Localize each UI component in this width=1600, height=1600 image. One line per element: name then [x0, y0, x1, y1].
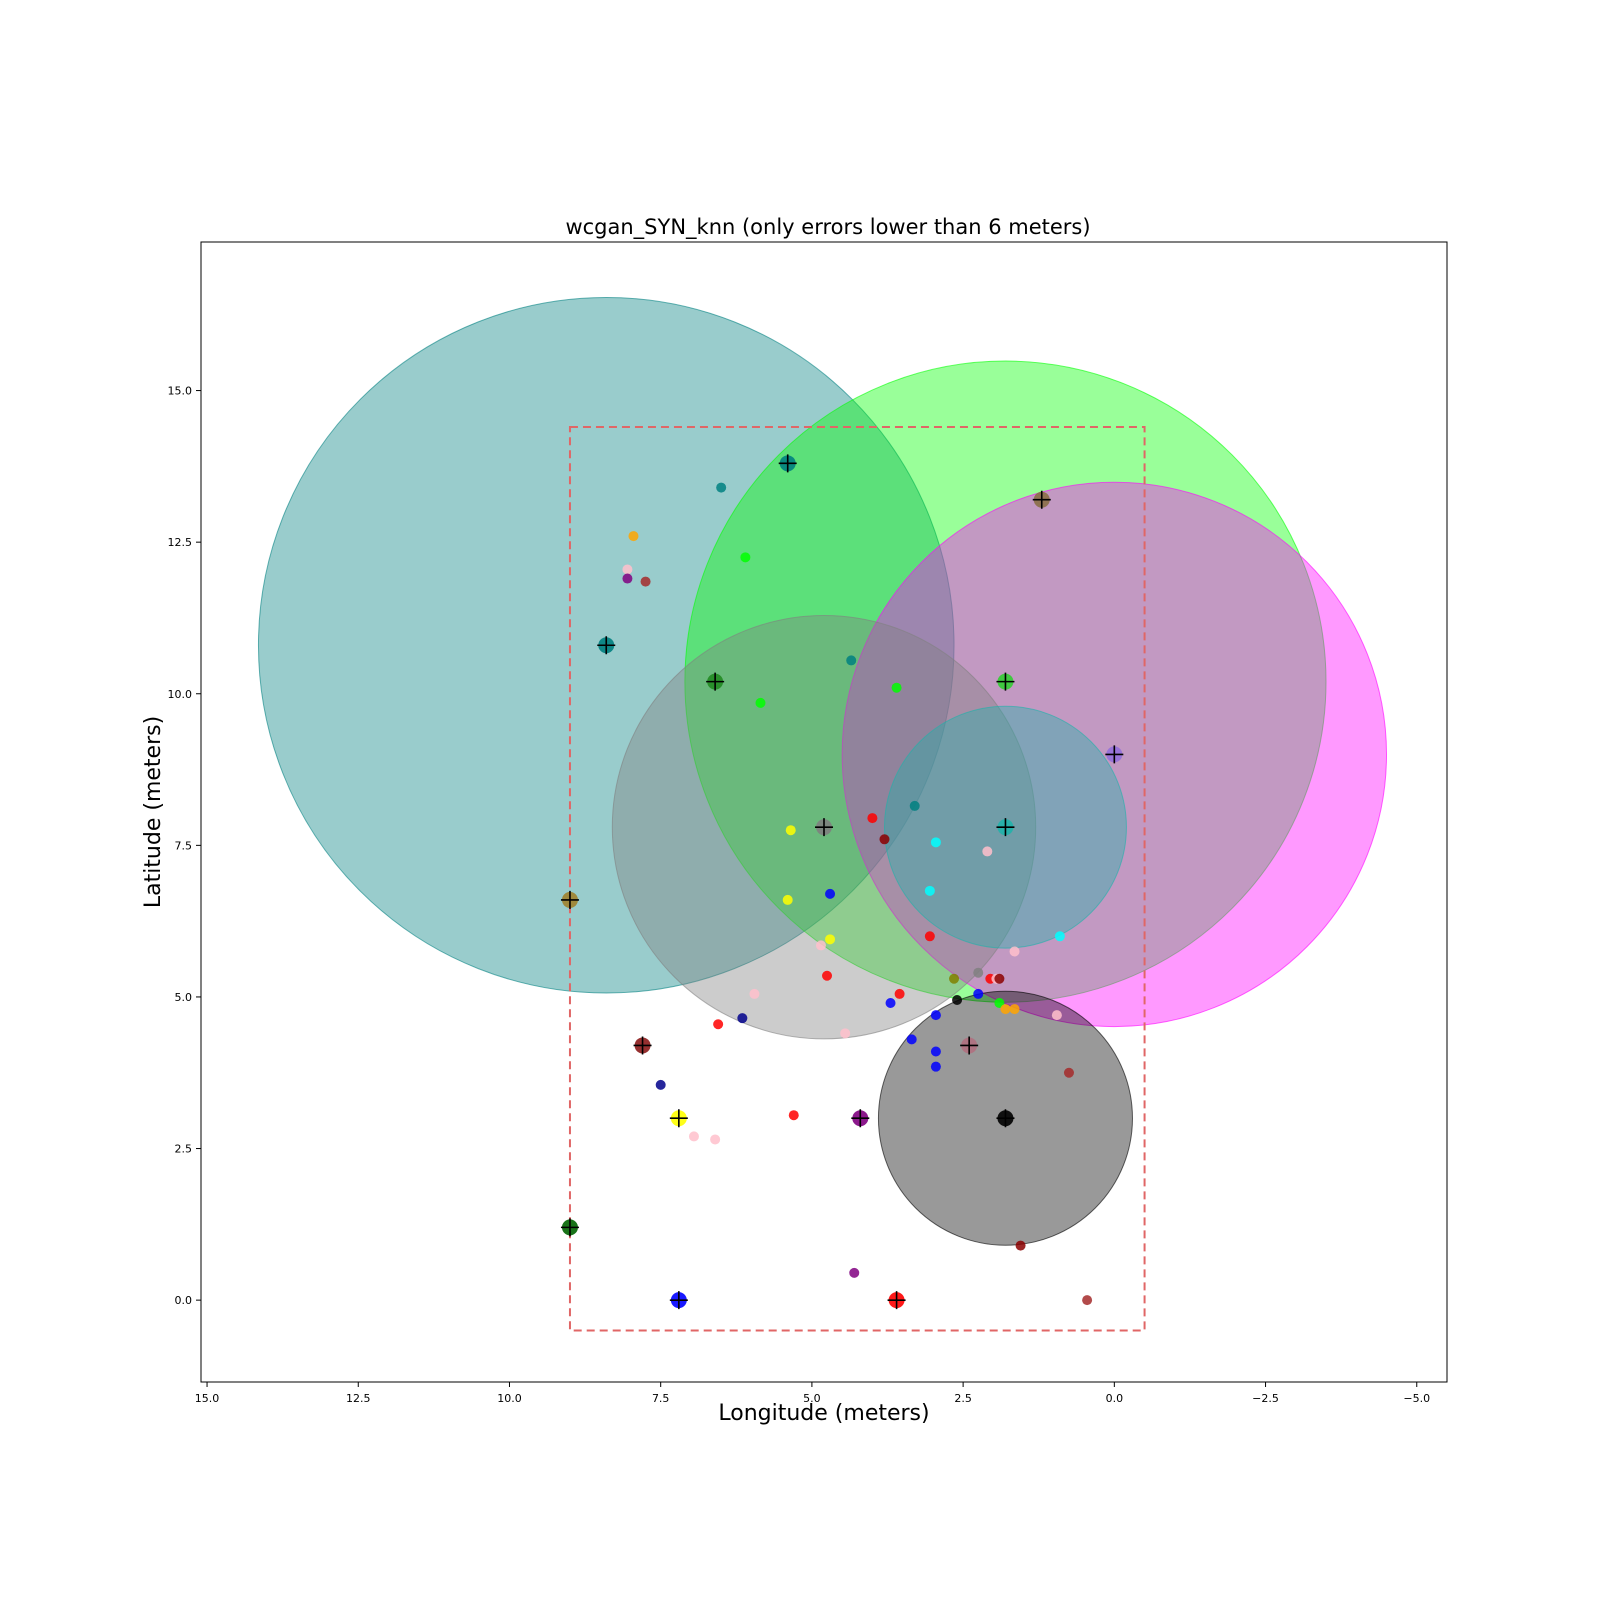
predicted-point	[628, 531, 639, 542]
predicted-point	[924, 931, 935, 942]
predicted-point	[1063, 1067, 1074, 1078]
predicted-point	[740, 552, 751, 563]
x-tick-label: −5.0	[1403, 1392, 1430, 1405]
predicted-point	[930, 1046, 941, 1057]
reference-point-cross-marker	[996, 672, 1015, 691]
predicted-point	[885, 998, 896, 1009]
plot-area-frame	[200, 241, 1448, 1383]
reference-point-cross-marker	[633, 1036, 652, 1055]
predicted-point	[655, 1079, 666, 1090]
predicted-point	[930, 1061, 941, 1072]
predicted-point	[782, 894, 793, 905]
reference-point-cross-marker	[706, 672, 725, 691]
predicted-point	[622, 573, 633, 584]
reference-point-cross-marker	[851, 1109, 870, 1128]
predicted-point	[825, 888, 836, 899]
reference-point-cross-marker	[597, 636, 616, 655]
predicted-point	[994, 998, 1005, 1009]
predicted-point	[713, 1019, 724, 1030]
bounding-box-layer	[568, 425, 1146, 1332]
predicted-point	[1000, 1004, 1011, 1015]
reference-point-cross-marker	[887, 1291, 906, 1310]
x-tick-label: 10.0	[497, 1392, 522, 1405]
x-tick-label: −2.5	[1252, 1392, 1279, 1405]
x-tick-label: 15.0	[195, 1392, 220, 1405]
x-axis-label: Longitude (meters)	[718, 1401, 929, 1426]
predicted-point	[749, 988, 760, 999]
predicted-point	[909, 800, 920, 811]
data-points	[560, 454, 1124, 1310]
x-axis-ticks: 15.0 12.5 10.0 7.5 5.0 2.5 0.0 −2.5 −5.0	[195, 1382, 1430, 1405]
predicted-point	[1082, 1295, 1093, 1306]
reference-point-cross-marker	[996, 818, 1015, 837]
predicted-point	[973, 967, 984, 978]
reference-point-cross-marker	[560, 1218, 579, 1237]
predicted-point	[716, 482, 727, 493]
reference-point-cross-marker	[778, 454, 797, 473]
reference-point-cross-marker	[960, 1036, 979, 1055]
y-tick-label: 7.5	[175, 839, 193, 852]
predicted-point	[952, 994, 963, 1005]
predicted-point	[849, 1267, 860, 1278]
predicted-point	[879, 834, 890, 845]
predicted-point	[840, 1028, 851, 1039]
reference-point-cross-marker	[1032, 490, 1051, 509]
reference-point-cross-marker	[996, 1109, 1015, 1128]
predicted-point	[755, 697, 766, 708]
predicted-point	[815, 940, 826, 951]
predicted-point	[1051, 1010, 1062, 1021]
predicted-point	[949, 973, 960, 984]
predicted-point	[894, 988, 905, 999]
predicted-point	[622, 564, 633, 575]
predicted-point	[891, 682, 902, 693]
reference-point-cross-marker	[815, 818, 833, 837]
predicted-point	[688, 1131, 699, 1142]
predicted-point	[822, 970, 833, 981]
chart-title: wcgan_SYN_knn (only errors lower than 6 …	[565, 215, 1090, 240]
predicted-point	[930, 837, 941, 848]
y-tick-label: 12.5	[168, 536, 193, 549]
x-tick-label: 7.5	[652, 1392, 670, 1405]
y-tick-label: 15.0	[168, 385, 193, 398]
y-tick-label: 2.5	[175, 1143, 193, 1156]
x-tick-label: 2.5	[954, 1392, 972, 1405]
predicted-point	[1015, 1240, 1026, 1251]
predicted-point	[785, 825, 796, 836]
y-axis-label: Latitude (meters)	[141, 716, 166, 908]
predicted-point	[788, 1110, 799, 1121]
reference-point-cross-marker	[669, 1291, 688, 1310]
y-tick-label: 5.0	[175, 991, 193, 1004]
predicted-point	[924, 885, 935, 896]
predicted-point	[982, 846, 993, 857]
predicted-point	[846, 655, 857, 666]
reference-point-cross-marker	[1105, 745, 1124, 764]
predicted-point	[737, 1013, 748, 1024]
reference-point-cross-marker	[560, 890, 579, 909]
predicted-point	[640, 576, 651, 587]
x-tick-label: 5.0	[803, 1392, 821, 1405]
y-axis-ticks: 0.0 2.5 5.0 7.5 10.0 12.5 15.0	[168, 385, 201, 1307]
y-tick-label: 10.0	[168, 688, 193, 701]
predicted-point	[1009, 946, 1020, 957]
predicted-point	[994, 973, 1005, 984]
x-tick-label: 0.0	[1106, 1392, 1124, 1405]
predicted-point	[1054, 931, 1065, 942]
predicted-point	[930, 1010, 941, 1021]
predicted-point	[825, 934, 836, 945]
predicted-point	[867, 813, 878, 824]
predicted-point	[906, 1034, 917, 1045]
x-tick-label: 12.5	[346, 1392, 371, 1405]
reference-point-cross-marker	[669, 1109, 688, 1128]
predicted-point	[973, 988, 984, 999]
y-tick-label: 0.0	[175, 1294, 193, 1307]
predicted-point	[1009, 1004, 1020, 1015]
predicted-point	[710, 1134, 721, 1145]
bounding-box	[568, 425, 1146, 1332]
